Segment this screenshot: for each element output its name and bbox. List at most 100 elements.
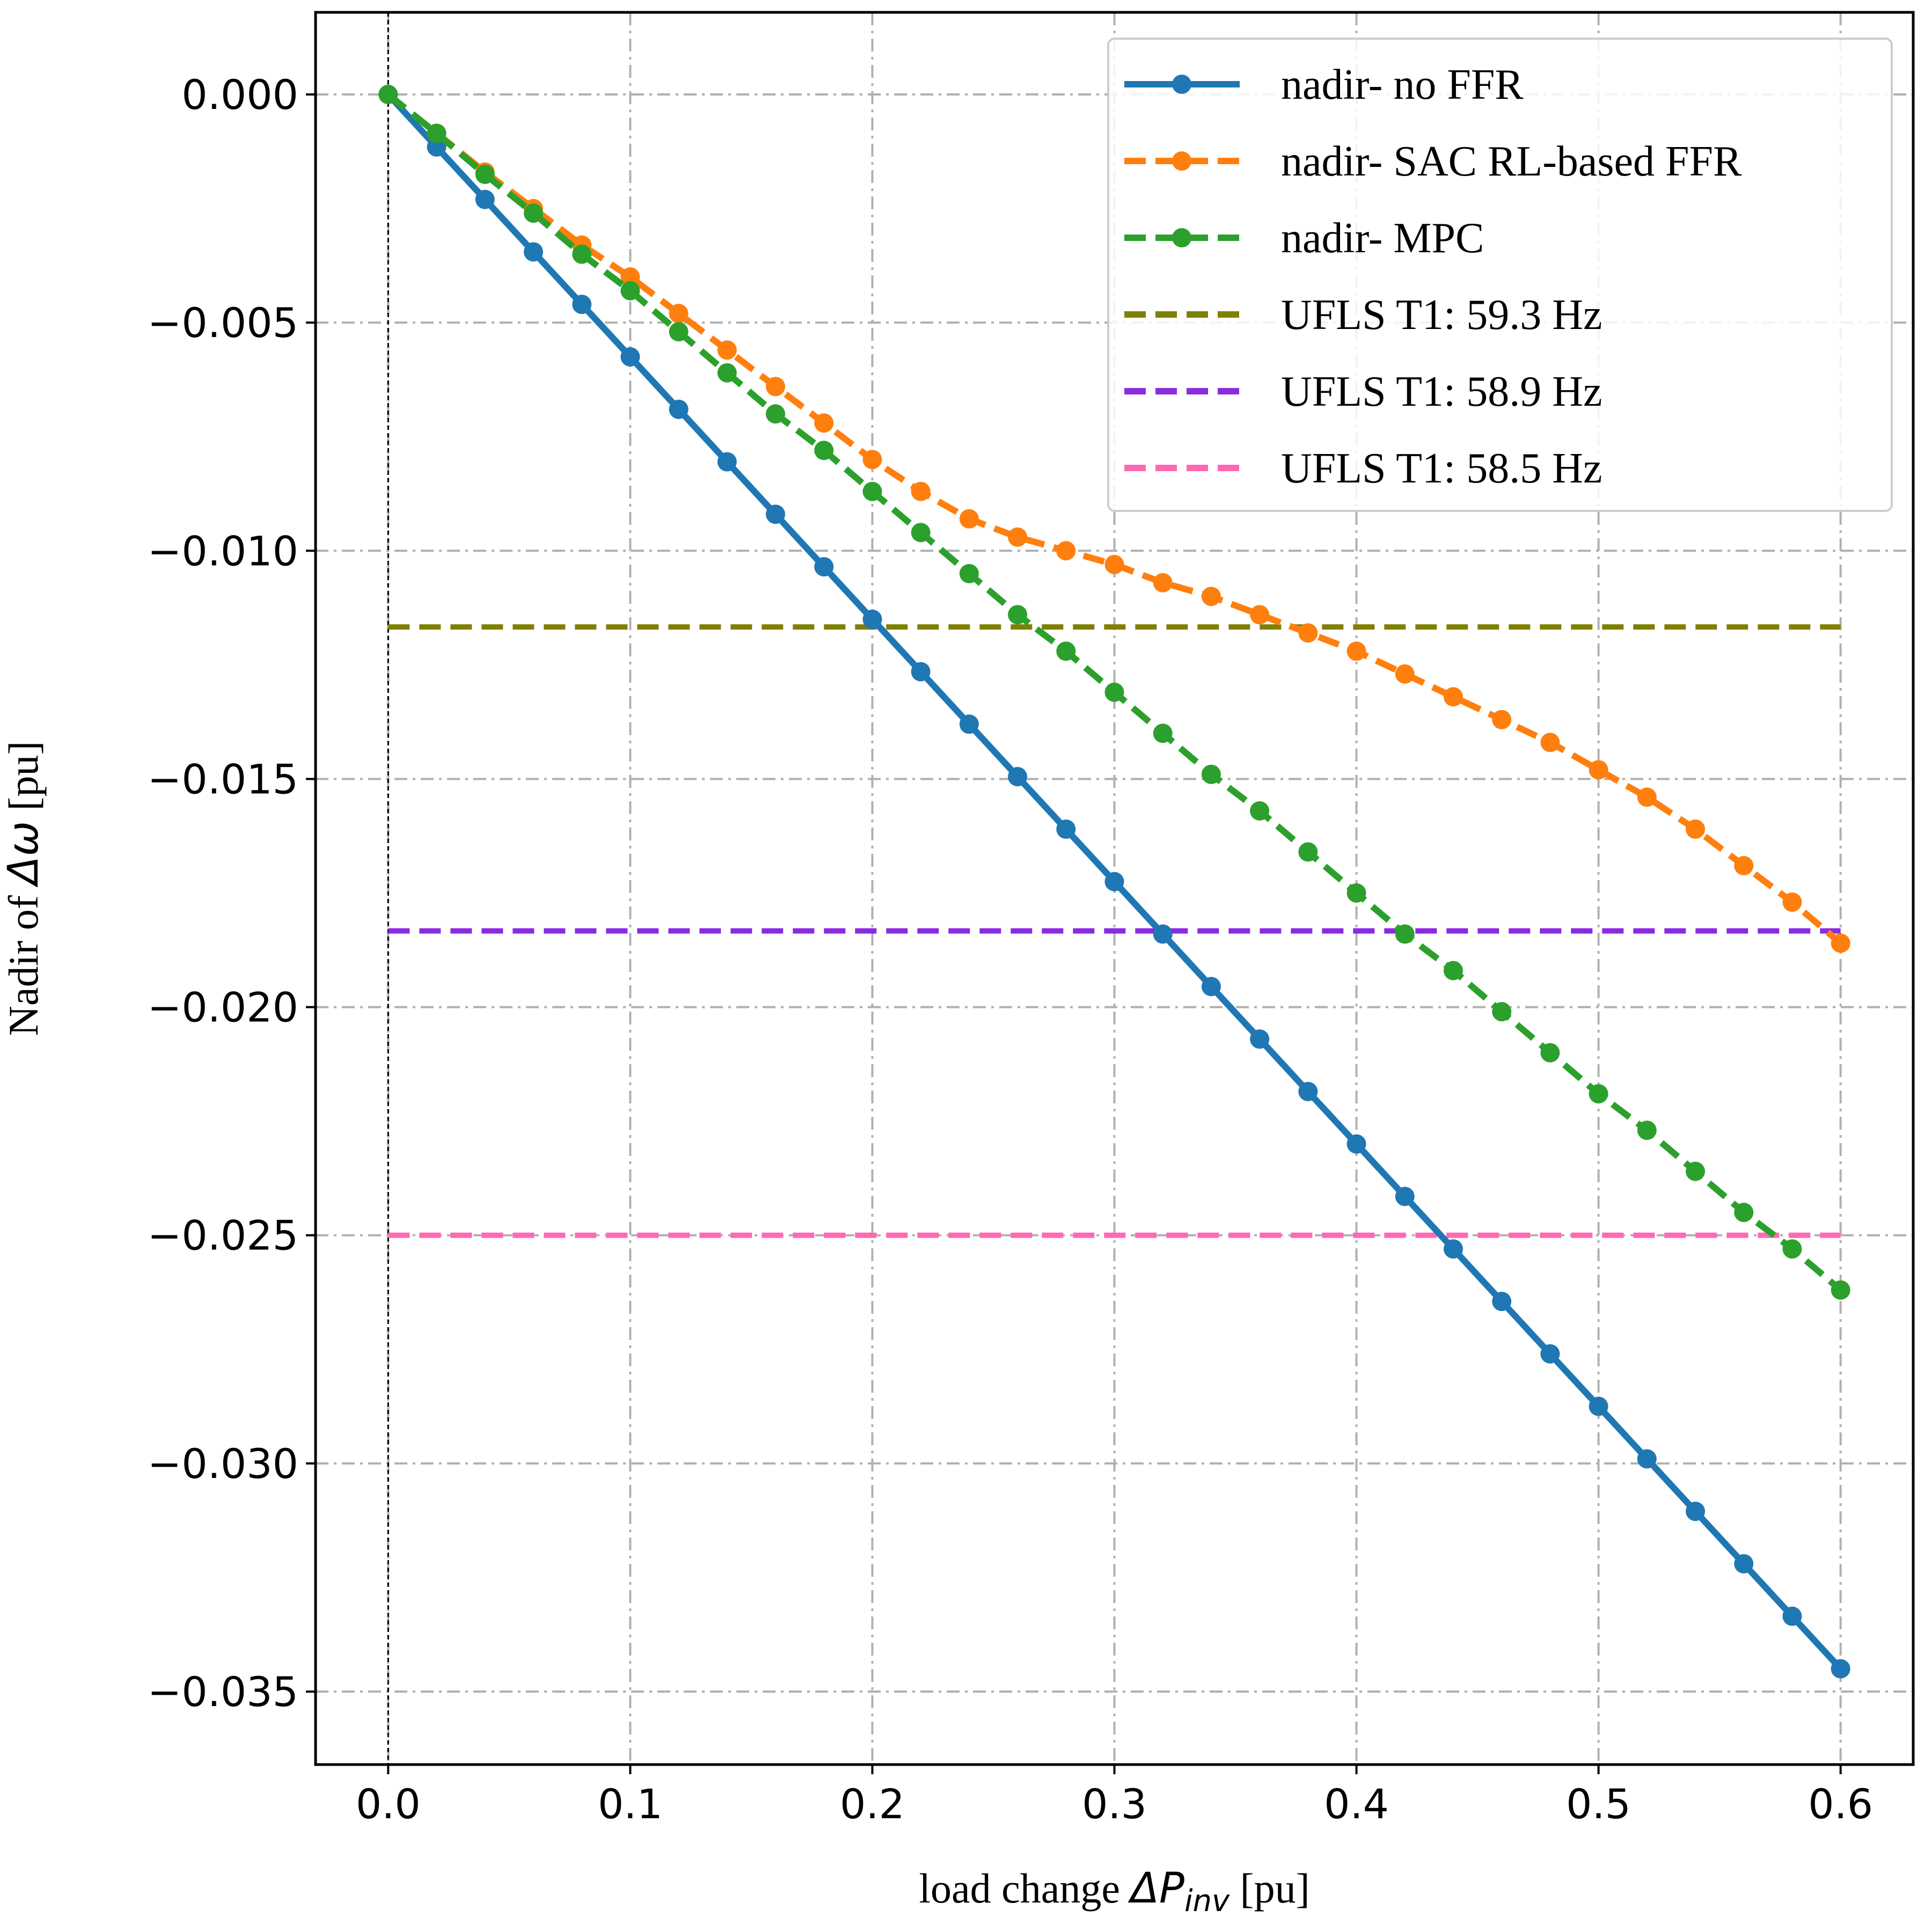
series-0-point-5 (620, 347, 640, 367)
legend-label-5: UFLS T1: 58.5 Hz (1281, 445, 1602, 492)
series-0-point-18 (1250, 1029, 1270, 1049)
series-0-point-9 (814, 557, 834, 577)
series-1-point-17 (1201, 587, 1221, 606)
x-tick-label-0: 0.0 (356, 1780, 421, 1828)
series-1-point-27 (1686, 819, 1706, 839)
series-0-point-27 (1686, 1502, 1706, 1521)
series-1-point-21 (1395, 664, 1415, 684)
series-1-point-11 (911, 481, 931, 501)
legend-label-3: UFLS T1: 59.3 Hz (1281, 291, 1602, 339)
series-1-point-23 (1492, 709, 1512, 729)
y-tick-label-5: −0.025 (148, 1212, 298, 1260)
series-0-point-20 (1346, 1134, 1366, 1154)
series-2-point-23 (1492, 1002, 1512, 1022)
series-2-point-13 (1008, 605, 1028, 625)
legend-label-2: nadir- MPC (1281, 215, 1484, 262)
series-0-point-17 (1201, 977, 1221, 997)
x-tick-label-5: 0.5 (1566, 1780, 1631, 1828)
series-2-point-11 (911, 523, 931, 543)
series-2-point-17 (1201, 764, 1221, 784)
legend-marker-1 (1172, 151, 1191, 171)
x-tick-label-1: 0.1 (598, 1780, 663, 1828)
series-0-point-6 (669, 399, 689, 419)
series-1-point-30 (1831, 933, 1850, 953)
x-axis-label-subscript: inv (1184, 1884, 1230, 1919)
legend-label-4: UFLS T1: 58.9 Hz (1281, 368, 1602, 415)
series-0-point-14 (1056, 819, 1076, 839)
series-2-point-10 (862, 481, 882, 501)
series-1-point-29 (1782, 892, 1802, 912)
y-axis-label-prefix: Nadir of (0, 885, 47, 1036)
series-0-point-12 (959, 714, 979, 734)
series-0-point-4 (572, 295, 592, 314)
series-0-point-23 (1492, 1291, 1512, 1311)
series-1-point-10 (862, 450, 882, 470)
series-0-point-7 (717, 452, 737, 472)
series-0-point-11 (911, 662, 931, 682)
series-2-point-28 (1734, 1203, 1754, 1223)
series-1-point-24 (1540, 733, 1560, 752)
series-1-point-9 (814, 413, 834, 433)
series-0-point-2 (475, 189, 495, 209)
series-2-point-18 (1250, 801, 1270, 821)
series-0-point-25 (1589, 1396, 1608, 1416)
series-2-point-29 (1782, 1239, 1802, 1259)
series-1-point-16 (1153, 573, 1173, 592)
series-0-point-3 (523, 242, 543, 262)
series-0-point-19 (1298, 1081, 1318, 1101)
series-0-point-15 (1104, 872, 1124, 891)
series-0-point-16 (1153, 924, 1173, 944)
series-1-point-6 (669, 304, 689, 324)
series-2-point-19 (1298, 842, 1318, 862)
series-2-point-5 (620, 281, 640, 301)
y-tick-label-3: −0.015 (148, 755, 298, 803)
series-0-point-1 (427, 137, 447, 157)
x-axis-label-suffix: [pu] (1230, 1865, 1309, 1912)
series-2-point-9 (814, 441, 834, 460)
legend-marker-2 (1172, 228, 1191, 247)
series-2-point-30 (1831, 1280, 1850, 1300)
x-tick-label-6: 0.6 (1808, 1780, 1873, 1828)
series-2-point-22 (1443, 961, 1463, 980)
series-2-point-2 (475, 164, 495, 184)
series-2-point-6 (669, 322, 689, 342)
series-2-point-15 (1104, 682, 1124, 702)
series-2-point-16 (1153, 723, 1173, 743)
y-tick-label-2: −0.010 (148, 527, 298, 575)
x-tick-label-3: 0.3 (1082, 1780, 1147, 1828)
threshold-lines (388, 624, 1841, 1238)
legend: nadir- no FFR nadir- SAC RL-based FFR nadi… (1107, 38, 1893, 512)
series-1-point-18 (1250, 605, 1270, 625)
y-axis-label-symbol: Δω (0, 821, 48, 888)
y-axis-ticks: 0.000 −0.005 −0.010 −0.015 −0.020 −0.025 −0.03… (148, 71, 316, 1716)
legend-box (1107, 38, 1893, 512)
series-2-point-8 (766, 404, 786, 424)
y-tick-label-6: −0.030 (148, 1440, 298, 1488)
x-axis-label-prefix: load change (919, 1865, 1130, 1912)
series-2-point-3 (523, 203, 543, 223)
series-0-point-21 (1395, 1187, 1415, 1206)
series-2-point-21 (1395, 924, 1415, 944)
series-1-point-14 (1056, 541, 1076, 561)
series-0-point-28 (1734, 1554, 1754, 1574)
series-1-point-7 (717, 340, 737, 360)
series-2-point-4 (572, 244, 592, 264)
series-1-point-8 (766, 377, 786, 397)
series-0-point-8 (766, 504, 786, 524)
series-2-point-0 (378, 85, 398, 105)
series-2-point-7 (717, 363, 737, 383)
series-0-point-22 (1443, 1239, 1463, 1259)
y-tick-label-7: −0.035 (148, 1668, 298, 1716)
legend-label-1: nadir- SAC RL-based FFR (1281, 138, 1742, 185)
series-1-point-26 (1637, 787, 1657, 807)
y-tick-label-0: 0.000 (181, 71, 298, 119)
series-0-point-10 (862, 609, 882, 629)
series-2-point-20 (1346, 883, 1366, 903)
y-axis-label-suffix: [pu] (0, 741, 47, 821)
x-axis-label-symbol: ΔP (1128, 1864, 1184, 1913)
series-0-point-30 (1831, 1659, 1850, 1679)
x-axis-label: load change ΔPinv [pu] (919, 1864, 1309, 1919)
data-series (378, 85, 1850, 1679)
series-2-point-26 (1637, 1121, 1657, 1140)
